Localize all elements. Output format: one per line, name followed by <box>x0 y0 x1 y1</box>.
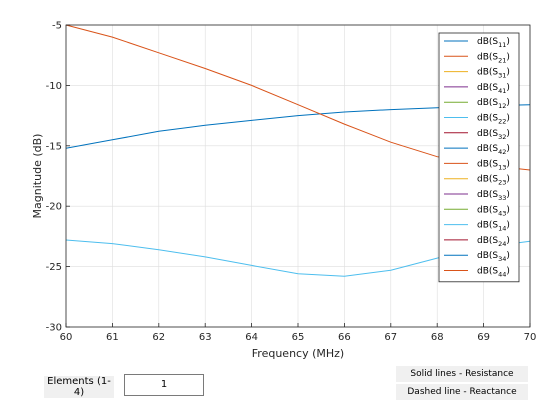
legend-entry-close: ) <box>506 98 510 108</box>
legend-entry-s44: dB(S44) <box>477 267 510 279</box>
x-tick-label: 66 <box>338 332 351 343</box>
legend-entry-base: dB(S <box>477 159 498 169</box>
legend-entry-base: dB(S <box>477 37 498 47</box>
legend-entry-close: ) <box>506 83 510 93</box>
legend-entry-close: ) <box>506 37 510 47</box>
x-axis-label: Frequency (MHz) <box>252 347 344 360</box>
x-tick-label: 68 <box>431 332 444 343</box>
legend-entry-base: dB(S <box>477 114 498 124</box>
legend-entry-subscript: 42 <box>498 148 506 156</box>
x-tick-label: 62 <box>152 332 165 343</box>
legend-entry-close: ) <box>506 175 510 185</box>
legend-entry-base: dB(S <box>477 190 498 200</box>
y-tick-label: -15 <box>46 141 62 152</box>
y-tick-label: -5 <box>52 21 62 32</box>
legend-entry-close: ) <box>506 68 510 78</box>
legend-entry-close: ) <box>506 129 510 139</box>
x-tick-label: 64 <box>245 332 258 343</box>
legend-entry-base: dB(S <box>477 83 498 93</box>
legend-entry-base: dB(S <box>477 205 498 215</box>
legend-entry-base: dB(S <box>477 129 498 139</box>
x-tick-label: 70 <box>524 332 537 343</box>
s-parameter-chart: 60 61 62 63 64 65 66 67 68 69 70 -30 -25 -20 -15 -10 -5… <box>31 21 537 361</box>
legend-entry-subscript: 14 <box>498 225 506 233</box>
x-tick-label: 69 <box>477 332 490 343</box>
y-tick-label: -20 <box>46 202 62 213</box>
legend-entry-s14: dB(S14) <box>477 221 510 233</box>
legend-entry-base: dB(S <box>477 68 498 78</box>
legend-entry-close: ) <box>506 144 510 154</box>
legend-entry-s43: dB(S43) <box>477 205 510 217</box>
legend-entry-base: dB(S <box>477 52 498 62</box>
legend-entry-subscript: 44 <box>498 271 506 279</box>
legend-entry-close: ) <box>506 114 510 124</box>
legend-entry-subscript: 11 <box>498 41 506 49</box>
legend-entry-s32: dB(S32) <box>477 129 510 141</box>
legend-entry-subscript: 13 <box>498 163 506 171</box>
legend-entry-s22: dB(S22) <box>477 114 510 126</box>
legend-entry-s34: dB(S34) <box>477 251 510 263</box>
legend-entry-subscript: 21 <box>498 56 506 64</box>
legend-entry-s41: dB(S41) <box>477 83 510 95</box>
legend-entry-close: ) <box>506 251 510 261</box>
legend-entry-close: ) <box>506 267 510 277</box>
legend-entry-base: dB(S <box>477 251 498 261</box>
legend-entry-s21: dB(S21) <box>477 52 510 64</box>
legend-entry-subscript: 23 <box>498 179 506 187</box>
legend-entry-s23: dB(S23) <box>477 175 510 187</box>
legend-entry-s33: dB(S33) <box>477 190 510 202</box>
legend-entry-close: ) <box>506 205 510 215</box>
x-tick-label: 63 <box>199 332 212 343</box>
legend-entry-close: ) <box>506 159 510 169</box>
legend-entry-base: dB(S <box>477 236 498 246</box>
legend: dB(S11)dB(S21)dB(S31)dB(S41)dB(S12)dB(S2… <box>438 32 520 283</box>
y-tick-label: -25 <box>46 262 62 273</box>
x-tick-label: 60 <box>60 332 73 343</box>
legend-entry-base: dB(S <box>477 144 498 154</box>
solid-lines-note: Solid lines - Resistance <box>396 366 528 382</box>
legend-entry-s12: dB(S12) <box>477 98 510 110</box>
legend-entry-subscript: 41 <box>498 87 506 95</box>
legend-entry-close: ) <box>506 221 510 231</box>
elements-label: Elements (1-4) <box>44 376 114 398</box>
legend-entry-subscript: 12 <box>498 102 506 110</box>
legend-entry-close: ) <box>506 52 510 62</box>
legend-entry-base: dB(S <box>477 98 498 108</box>
legend-entry-subscript: 33 <box>498 194 506 202</box>
x-tick-label: 65 <box>292 332 305 343</box>
legend-entry-base: dB(S <box>477 221 498 231</box>
x-tick-label: 61 <box>106 332 119 343</box>
x-axis-ticks: 60 61 62 63 64 65 66 67 68 69 70 <box>60 323 537 343</box>
legend-entry-subscript: 22 <box>498 118 506 126</box>
legend-entry-subscript: 31 <box>498 72 506 80</box>
elements-input[interactable]: 1 <box>124 374 204 396</box>
x-tick-label: 67 <box>384 332 397 343</box>
dashed-line-note: Dashed line - Reactance <box>396 384 528 400</box>
legend-entry-s13: dB(S13) <box>477 159 510 171</box>
legend-entry-s31: dB(S31) <box>477 68 510 80</box>
legend-entry-subscript: 43 <box>498 209 506 217</box>
legend-entry-s42: dB(S42) <box>477 144 510 156</box>
y-axis-label: Magnitude (dB) <box>31 134 44 219</box>
legend-entry-base: dB(S <box>477 175 498 185</box>
legend-entry-subscript: 24 <box>498 240 506 248</box>
legend-entry-base: dB(S <box>477 267 498 277</box>
y-tick-label: -10 <box>46 81 62 92</box>
legend-entry-s24: dB(S24) <box>477 236 510 248</box>
legend-entry-close: ) <box>506 236 510 246</box>
legend-entry-s11: dB(S11) <box>477 37 510 49</box>
legend-entry-close: ) <box>506 190 510 200</box>
y-tick-label: -30 <box>46 323 62 334</box>
legend-entry-subscript: 32 <box>498 133 506 141</box>
y-axis-ticks: -30 -25 -20 -15 -10 -5 <box>46 21 70 334</box>
legend-entry-subscript: 34 <box>498 255 506 263</box>
